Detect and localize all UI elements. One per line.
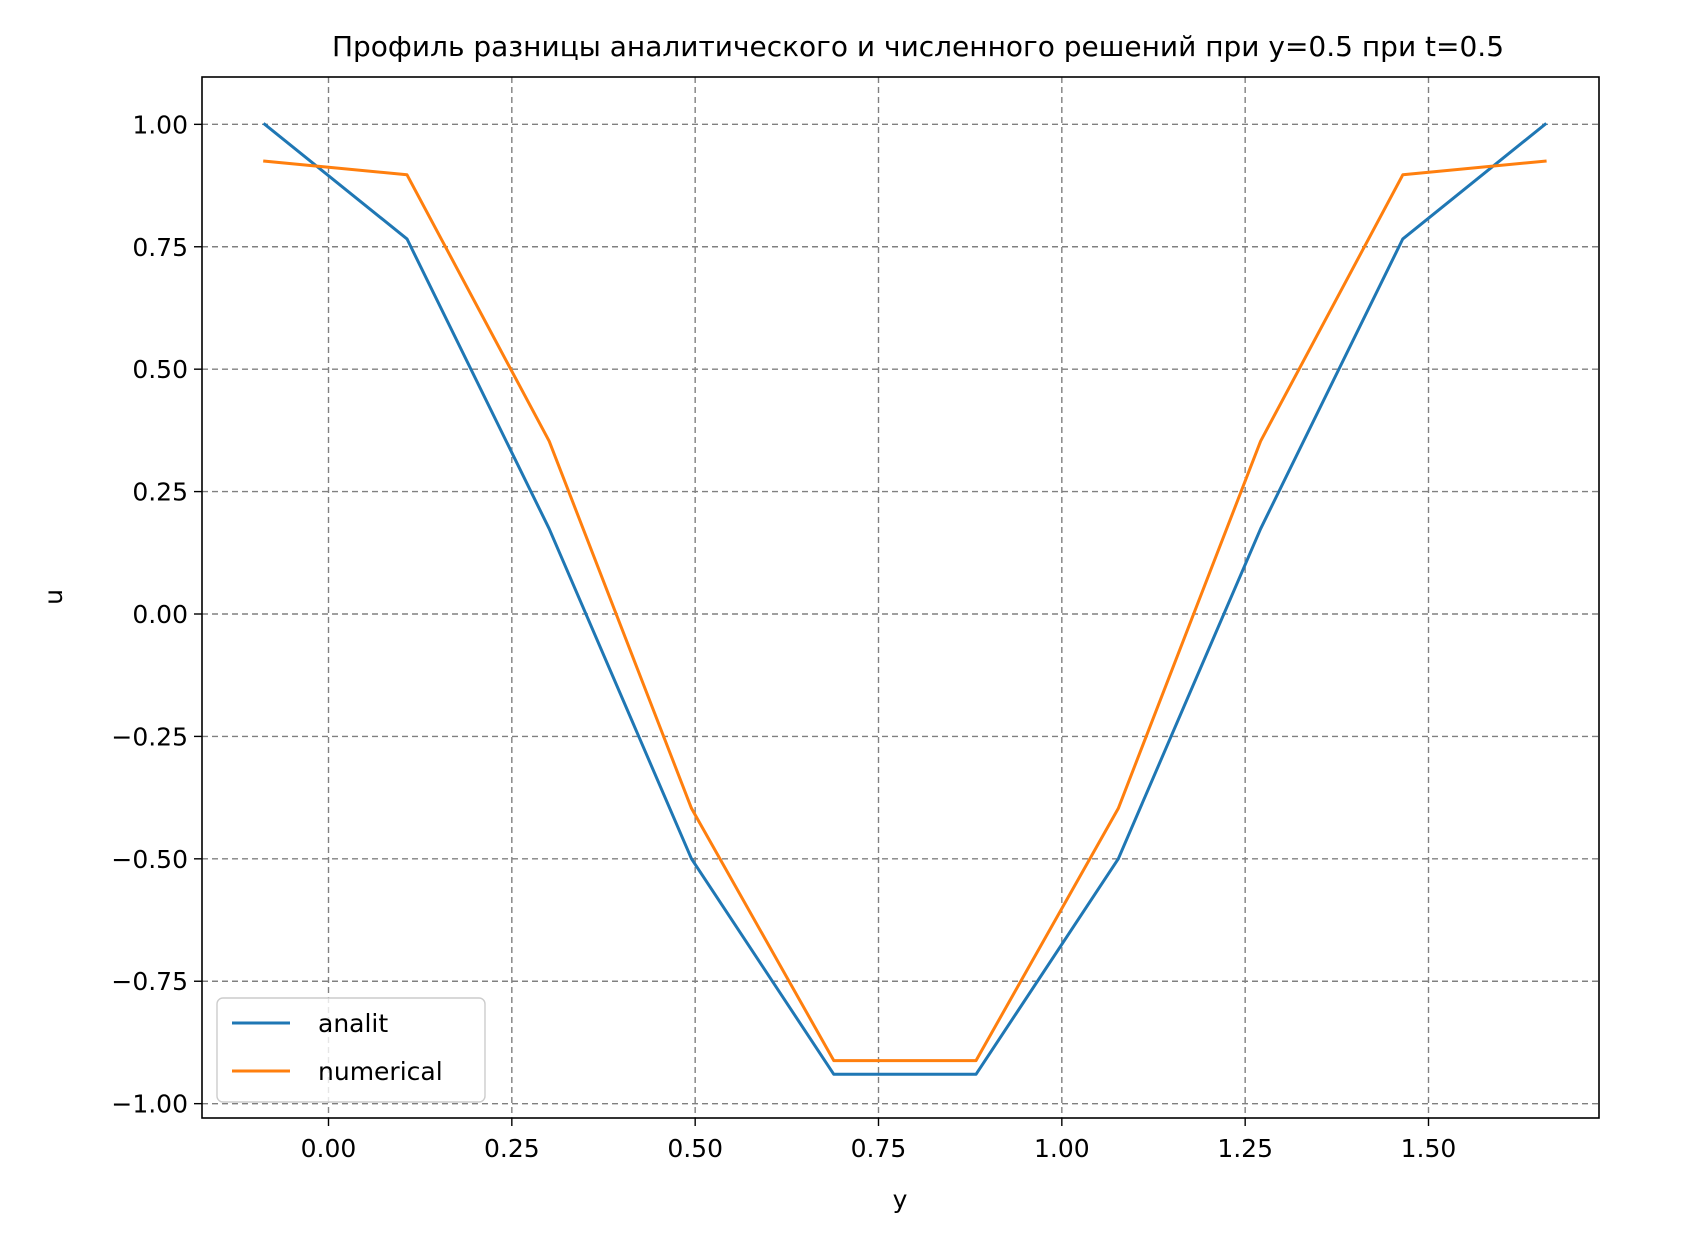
x-tick-label-2: 0.50 — [667, 1134, 723, 1163]
series-lines — [262, 122, 1548, 1076]
y-tick-label-1: 0.75 — [132, 233, 188, 262]
plot-area — [202, 77, 1599, 1118]
x-tick-label-6: 1.50 — [1401, 1134, 1457, 1163]
x-axis-label: y — [893, 1185, 908, 1214]
x-tick-label-4: 1.00 — [1034, 1134, 1090, 1163]
x-tick-label-3: 0.75 — [851, 1134, 907, 1163]
y-tick-label-8: −1.00 — [111, 1090, 188, 1119]
legend-label-numerical: numerical — [318, 1057, 443, 1086]
y-tick-label-5: −0.25 — [111, 722, 188, 751]
series-line-analit — [262, 122, 1548, 1076]
series-line-numerical — [263, 159, 1547, 1063]
x-tick-label-0: 0.00 — [301, 1134, 357, 1163]
x-tick-label-5: 1.25 — [1217, 1134, 1273, 1163]
y-tick-label-0: 1.00 — [132, 110, 188, 139]
legend-label-analit: analit — [318, 1009, 388, 1038]
y-tick-label-3: 0.25 — [132, 478, 188, 507]
y-axis-ticks: 1.00 0.75 0.50 0.25 0.00 −0.25 −0.50 −0.75 −1.00 — [111, 110, 202, 1119]
y-tick-label-4: 0.00 — [132, 600, 188, 629]
grid — [202, 77, 1599, 1118]
plot-frame — [201, 76, 1600, 1119]
y-tick-label-6: −0.50 — [111, 845, 188, 874]
chart-title: Профиль разницы аналитического и численн… — [332, 30, 1504, 63]
y-tick-label-2: 0.50 — [132, 355, 188, 384]
legend: analit numerical — [216, 997, 486, 1103]
x-axis-ticks: 0.00 0.25 0.50 0.75 1.00 1.25 1.50 — [301, 1118, 1457, 1163]
y-axis-label: u — [39, 589, 68, 605]
x-tick-label-1: 0.25 — [484, 1134, 540, 1163]
y-tick-label-7: −0.75 — [111, 967, 188, 996]
